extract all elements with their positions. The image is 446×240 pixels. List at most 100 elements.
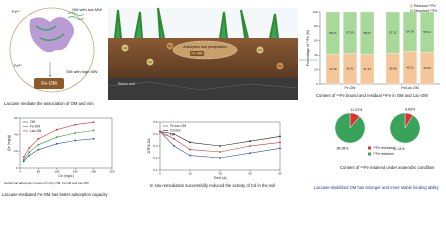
caption: Content of ⁵⁵Fe retained under anaerobic… — [340, 165, 435, 170]
caption: Content of ⁵⁵Fe bound and residual ⁵⁵Fe … — [316, 93, 428, 98]
fe-ion-label: Fe — [168, 44, 172, 48]
cd-label: Cd — [123, 46, 127, 50]
point — [22, 160, 25, 163]
caption: In situ remediation successfully reduced… — [150, 183, 275, 188]
point — [189, 141, 191, 144]
point — [37, 148, 40, 151]
series-line — [23, 130, 94, 160]
y-tick-label: 0.1 — [153, 168, 158, 172]
legend-label: Fe-Lac-OM — [170, 124, 186, 128]
point — [173, 145, 175, 147]
process-zone — [172, 40, 238, 60]
series-line — [159, 131, 281, 147]
legend-label: Lac-OM — [30, 129, 42, 133]
bar-segment — [325, 11, 340, 55]
y-tick-label: 0.2 — [153, 156, 158, 160]
x-tick-label: 30 — [218, 171, 222, 175]
point — [189, 148, 191, 151]
bar-segment — [385, 11, 400, 54]
y-tick-label: 0.5 — [153, 120, 158, 124]
legend-swatch — [368, 152, 371, 156]
x-tick-label: 15 — [188, 171, 192, 175]
y-tick-label: 0 — [16, 166, 18, 170]
y-tick-label: 60 — [314, 39, 318, 43]
value-label: 57.12 — [389, 30, 397, 34]
y-tick-label: 0 — [316, 82, 318, 86]
legend-swatch — [368, 146, 371, 150]
value-label: 58.67 — [363, 31, 371, 35]
y-tick-label: 0.4 — [153, 132, 158, 136]
legend-swatch — [410, 4, 413, 8]
bedrock — [108, 78, 298, 100]
value-label: 41.33 — [363, 67, 371, 71]
series-line — [159, 131, 281, 153]
x-tick-label: 0 — [19, 169, 21, 173]
conclusion: Laccase-stabilized OM has stronger and m… — [314, 185, 439, 190]
x-tick-label: 45 — [248, 171, 252, 175]
om-high-label: OM with high MW — [66, 69, 98, 74]
point — [55, 128, 58, 131]
y-axis-label: Qe (mg/g) — [7, 135, 11, 151]
value-label: 54.78 — [406, 30, 414, 34]
caption: Laccase mediate the association of OM an… — [4, 101, 94, 106]
point — [279, 141, 281, 144]
point — [92, 129, 95, 132]
value-label: 55.91 — [423, 30, 431, 34]
series-line — [23, 121, 94, 158]
value-label: 45.22 — [406, 66, 414, 70]
point — [74, 132, 77, 134]
value-label: 42.88 — [389, 66, 397, 70]
field-panel: Adsorption and precipitation Fe-OM Cd Cd… — [107, 7, 318, 100]
outline — [9, 7, 95, 93]
graphical-abstract: Fe-OM Fe²⁺ Fe²⁺ OM with low MW OM with h… — [2, 4, 440, 197]
fe-om-label: Fe-OM — [192, 52, 203, 56]
fe-ion-label: Fe — [278, 64, 282, 68]
bar-segment — [360, 11, 375, 55]
fe-label: Fe²⁺ — [12, 9, 20, 14]
x-tick-label: Fe/Lac-OM — [401, 86, 419, 90]
legend-label: Desorbed ⁵⁵Fe — [414, 9, 437, 13]
cd-label: Cd — [148, 60, 152, 64]
point — [173, 133, 175, 135]
legend-label: OM — [30, 120, 35, 124]
value-label: 11.02% — [351, 108, 363, 112]
y-tick-label: 20 — [314, 67, 318, 71]
legend-swatch — [410, 9, 413, 13]
bar-segment — [420, 11, 435, 53]
point — [249, 152, 251, 155]
laccase — [29, 17, 74, 53]
point — [219, 157, 221, 159]
point — [28, 147, 31, 149]
om-low-label: OM with low MW — [72, 7, 102, 12]
process-label: Adsorption and precipitation — [183, 45, 226, 49]
point — [55, 142, 58, 145]
fe-om-box — [190, 51, 204, 56]
point — [249, 145, 251, 147]
point — [28, 154, 31, 157]
x-tick-label: 200 — [91, 169, 96, 173]
x-tick-label: Fe-OM — [345, 86, 356, 90]
y-axis-label: DTPA-Cd — [147, 139, 151, 154]
x-tick-label: 100 — [54, 169, 59, 173]
point — [22, 158, 25, 161]
y-axis-label: Percentage of ⁵⁵Fe (%) — [306, 30, 310, 66]
caption: Laccase-mediated Fe-OM has better adsorp… — [2, 192, 108, 197]
fe-om-label: Fe-OM — [41, 81, 57, 87]
pie-slice — [334, 112, 366, 144]
legend-label: Control — [170, 128, 181, 132]
soil-label: Black soil — [118, 81, 135, 86]
rock-lines — [107, 81, 299, 91]
value-label: 41.53 — [329, 67, 337, 71]
y-tick-label: 20 — [14, 149, 18, 153]
point — [22, 156, 25, 159]
y-tick-label: 40 — [14, 132, 18, 136]
legend-label: ⁵⁵Fe retained — [373, 152, 394, 156]
x-axis-label: Ce (mg/L) — [58, 174, 74, 178]
pie-slice — [389, 112, 421, 144]
point — [28, 151, 31, 154]
value-label: 8.89% — [405, 108, 415, 112]
value-label: 57.59 — [346, 31, 354, 35]
point — [249, 140, 251, 143]
ions: Cd Cd Cd Fe Fe — [121, 42, 284, 70]
x-tick-label: 150 — [73, 169, 78, 173]
